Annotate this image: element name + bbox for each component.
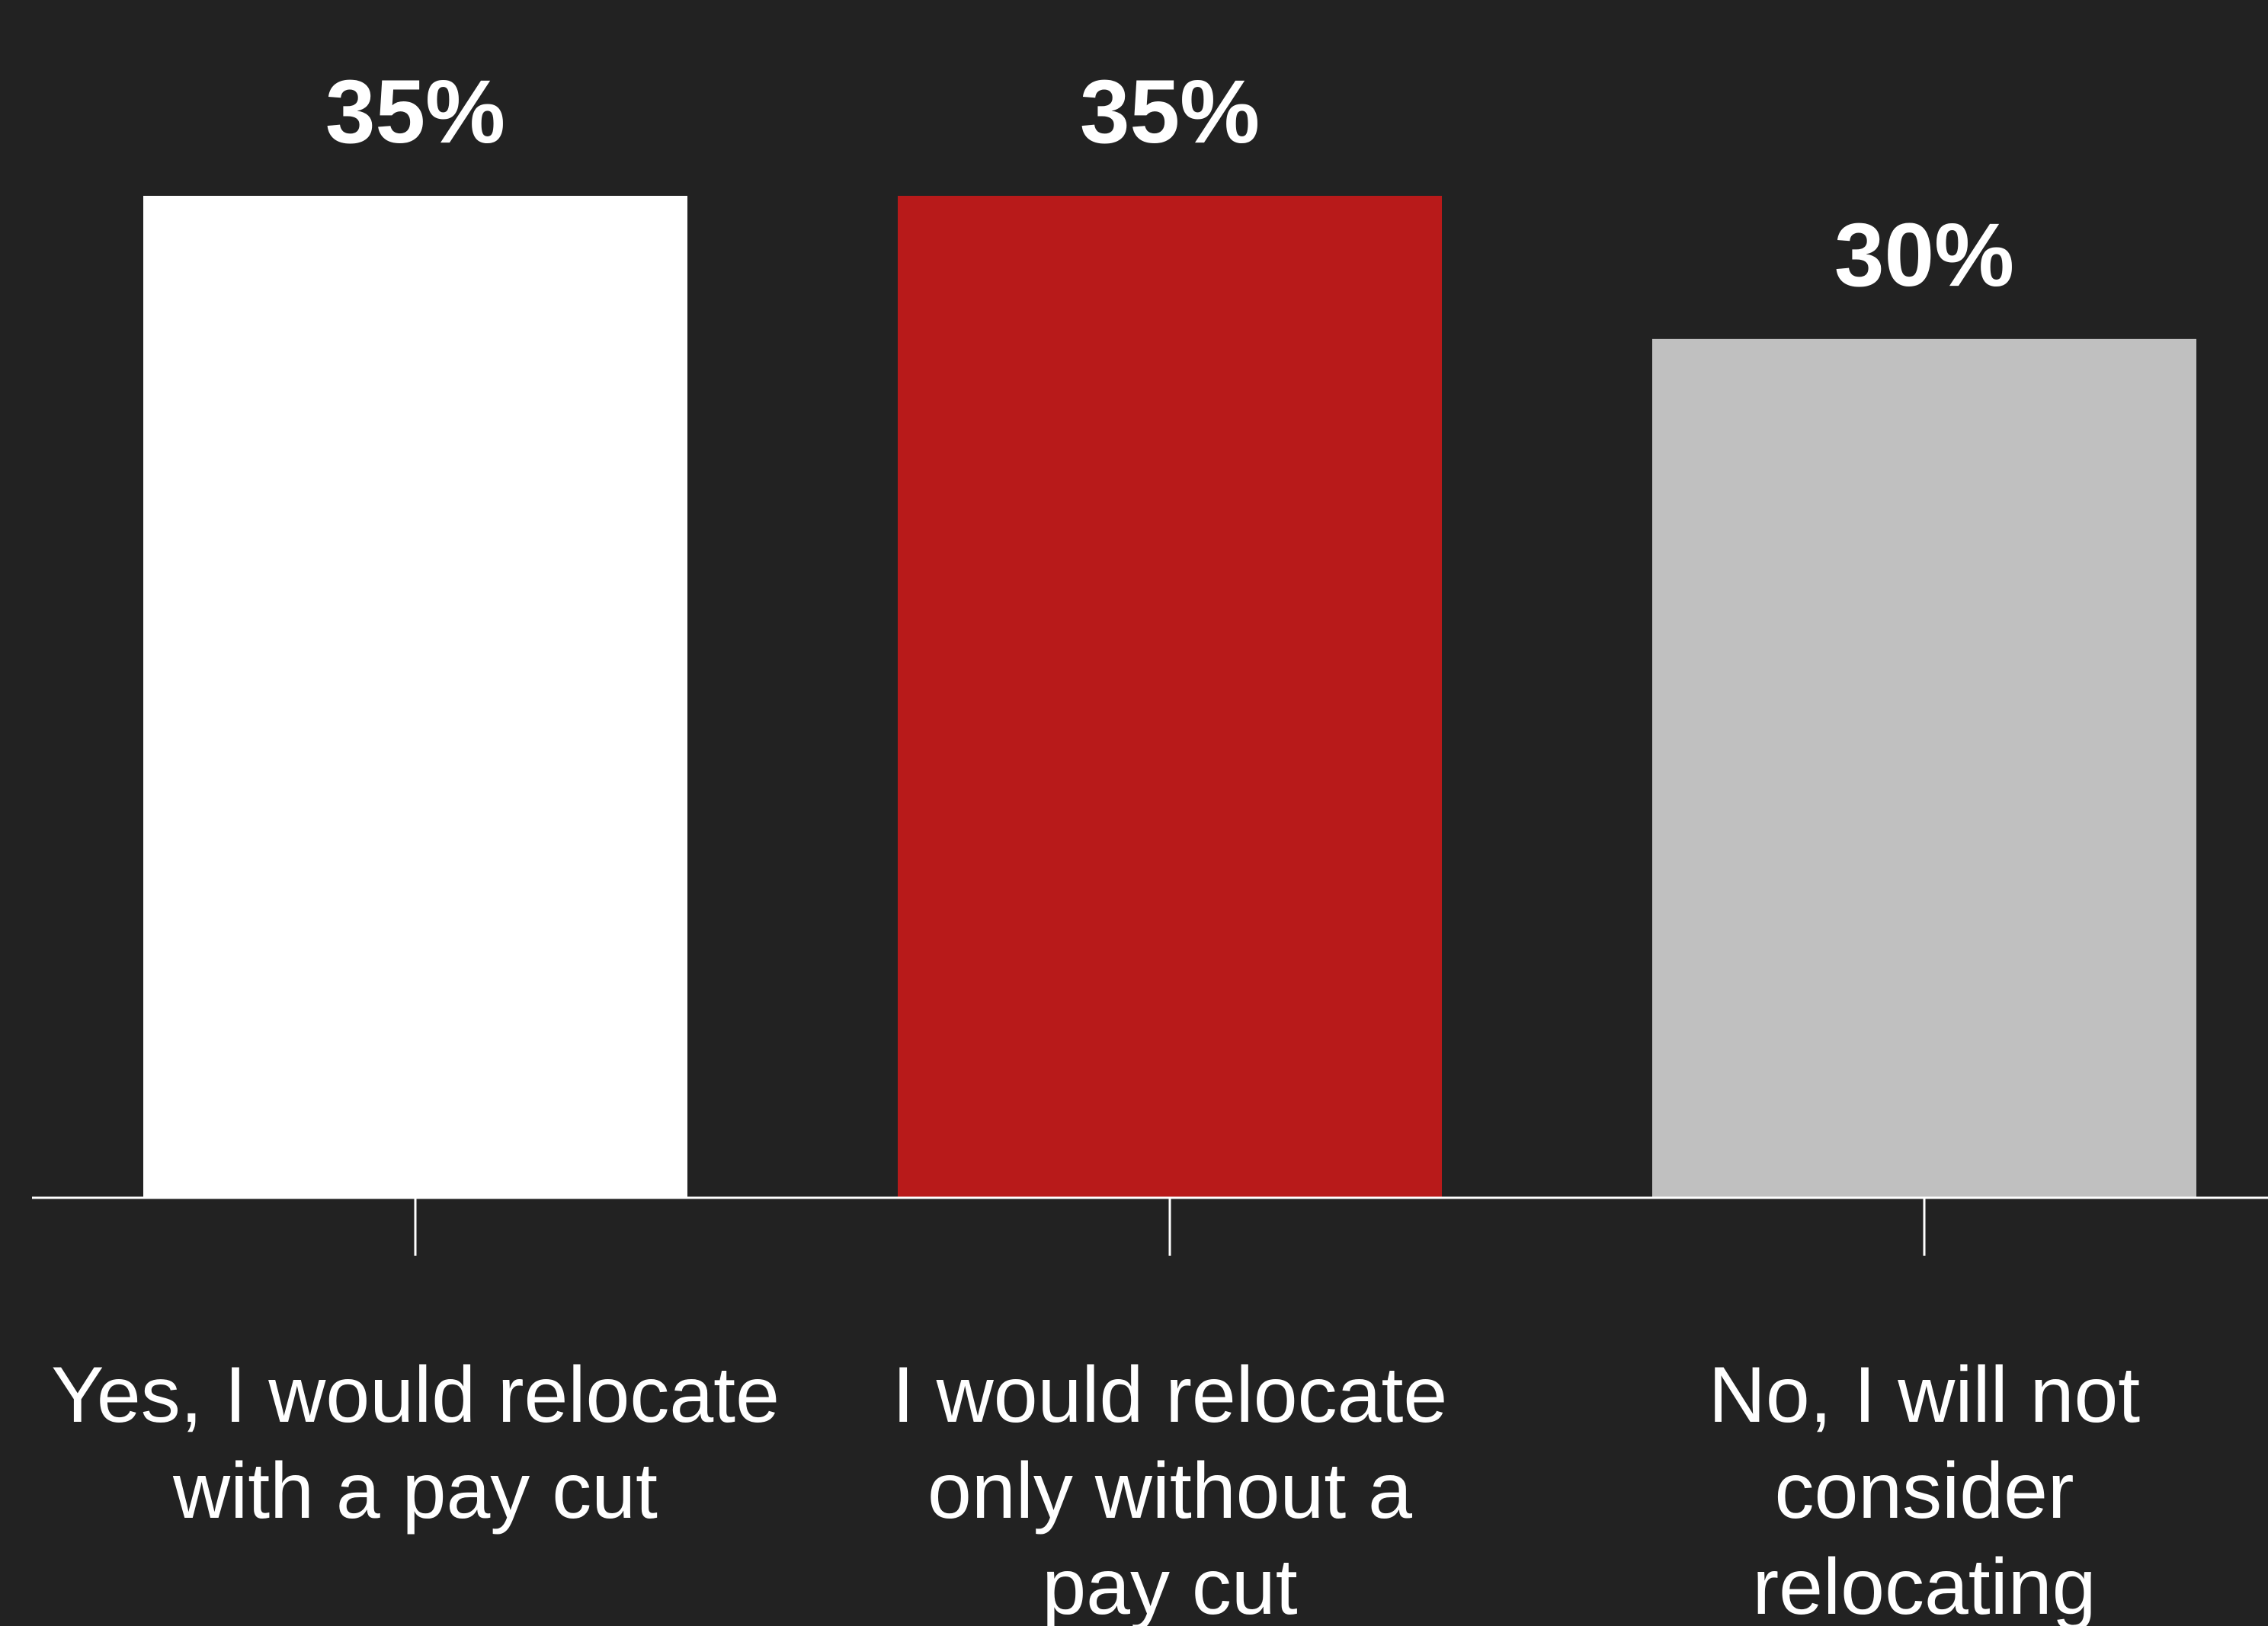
ticks-layer xyxy=(414,1198,1926,1256)
category-label-3: No, I will not consider relocating xyxy=(1709,1351,2141,1626)
bar-3 xyxy=(1652,338,2196,1198)
category-label-line: I would relocate xyxy=(892,1351,1447,1439)
data-label-1: 35% xyxy=(325,62,505,162)
category-label-line: Yes, I would relocate xyxy=(51,1351,780,1439)
category-label-line: only without a xyxy=(927,1447,1412,1535)
category-label-2: I would relocate only without a pay cut xyxy=(892,1351,1447,1626)
bar-1 xyxy=(143,196,687,1198)
category-label-line: relocating xyxy=(1753,1543,2097,1626)
category-label-1: Yes, I would relocate with a pay cut xyxy=(51,1351,780,1535)
category-label-line: pay cut xyxy=(1042,1543,1297,1626)
category-label-line: No, I will not xyxy=(1709,1351,2141,1439)
labels-layer: 35% Yes, I would relocate with a pay cut 35… xyxy=(51,62,2140,1626)
bar-2 xyxy=(898,196,1442,1198)
category-label-line: with a pay cut xyxy=(172,1447,658,1535)
data-label-2: 35% xyxy=(1080,62,1260,162)
data-label-3: 30% xyxy=(1834,205,2014,306)
bars-layer xyxy=(143,196,2196,1198)
category-label-line: consider xyxy=(1774,1447,2074,1535)
